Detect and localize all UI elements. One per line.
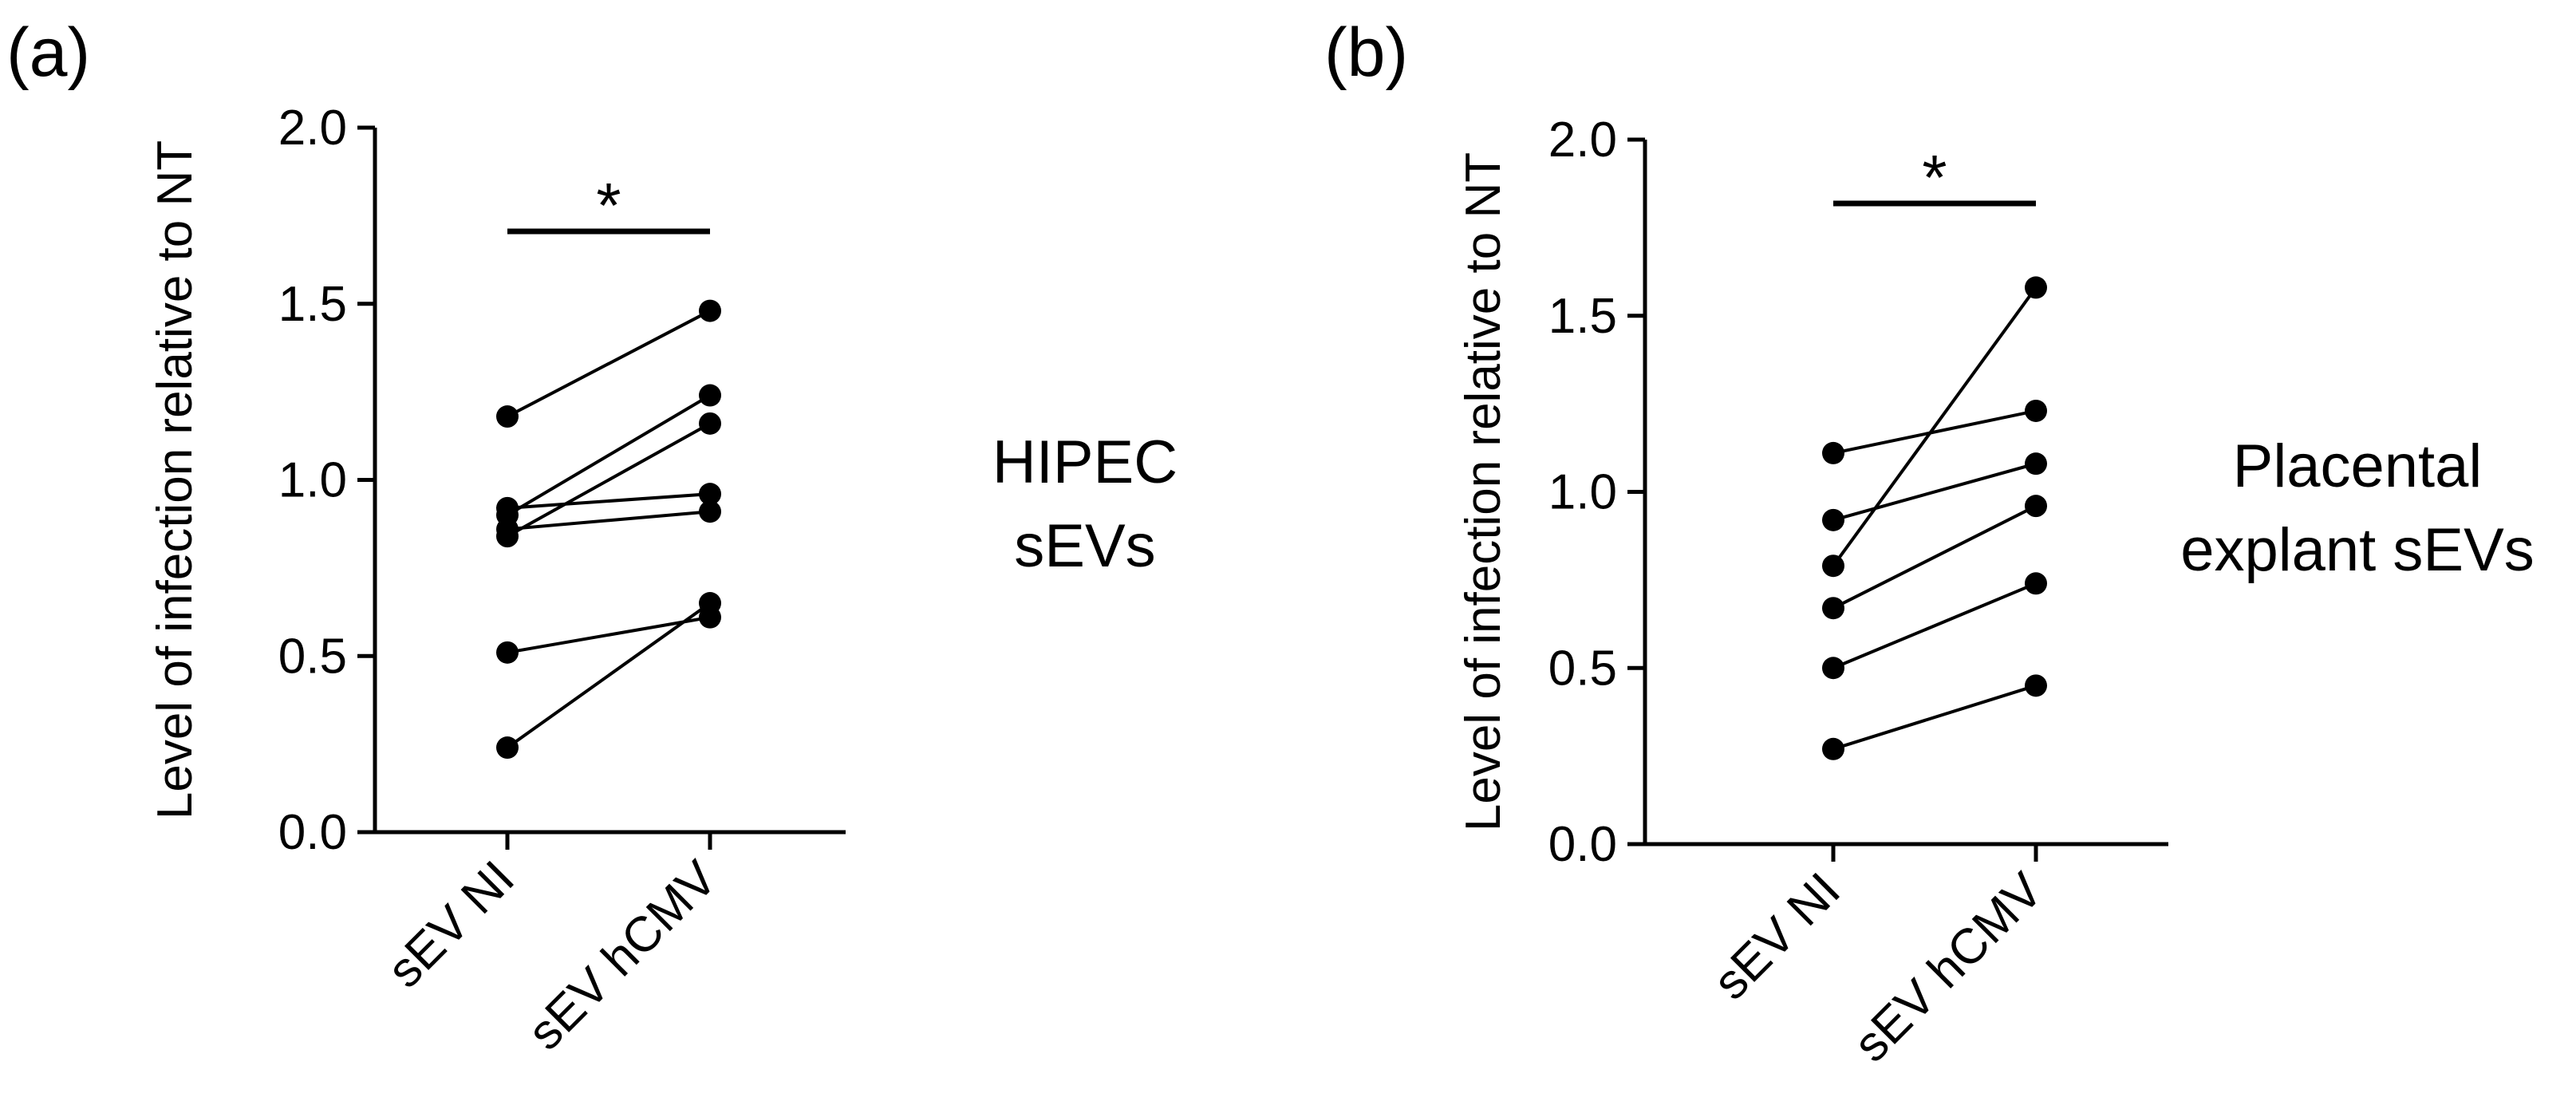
y-tick-label: 1.5 bbox=[278, 277, 347, 332]
x-tick-label: sEV hCMV bbox=[1844, 862, 2054, 1073]
y-tick-label: 2.0 bbox=[278, 101, 347, 156]
pair-line bbox=[506, 393, 712, 517]
data-point-sev-hcmv bbox=[699, 592, 721, 615]
side-label-line-1: Placental bbox=[2233, 432, 2483, 500]
x-tick-label: sEV hCMV bbox=[518, 850, 728, 1061]
chart-panel-b: (b) 0.0 0.5 1.0 1.5 2.0 Level of infection rel… bbox=[1324, 14, 2535, 1072]
data-point-sev-hcmv bbox=[2025, 276, 2047, 299]
pair-line bbox=[1832, 408, 2037, 455]
y-tick-label: 0.0 bbox=[278, 805, 347, 860]
pair-line bbox=[1832, 504, 2037, 610]
data-point-sev-hcmv bbox=[2025, 495, 2047, 518]
pair-line bbox=[1832, 582, 2037, 670]
x-tick-label: sEV NI bbox=[377, 850, 525, 998]
chart-panel-a: (a) 0.0 0.5 1.0 1.5 2.0 Level of infection rel… bbox=[6, 14, 1178, 1060]
data-point-sev-hcmv bbox=[699, 412, 721, 435]
x-tick-label: sEV NI bbox=[1703, 862, 1851, 1010]
data-point-sev-ni bbox=[1822, 554, 1844, 578]
y-tick-label: 0.0 bbox=[1548, 817, 1617, 872]
data-point-sev-hcmv bbox=[2025, 452, 2047, 476]
data-point-sev-ni bbox=[496, 736, 519, 760]
data-point-sev-hcmv bbox=[699, 299, 721, 322]
side-label-line-2: explant sEVs bbox=[2180, 516, 2535, 584]
data-point-sev-ni bbox=[1822, 737, 1844, 760]
pair-line bbox=[1832, 462, 2037, 522]
pair-line bbox=[507, 492, 711, 510]
y-tick-label: 2.0 bbox=[1548, 112, 1617, 168]
data-point-sev-hcmv bbox=[2025, 674, 2047, 697]
side-label-line-2: sEVs bbox=[1014, 512, 1155, 580]
data-point-sev-ni bbox=[1822, 597, 1844, 620]
pair-line bbox=[1832, 684, 2037, 751]
y-axis-title: Level of infection relative to NT bbox=[148, 140, 203, 819]
significance-star: * bbox=[1922, 142, 1947, 213]
y-tick-label: 0.5 bbox=[1548, 641, 1617, 696]
pair-line bbox=[507, 309, 711, 418]
y-tick-label: 0.5 bbox=[278, 629, 347, 684]
y-axis-title: Level of infection relative to NT bbox=[1456, 152, 1511, 831]
pair-line bbox=[507, 422, 711, 538]
data-point-sev-hcmv bbox=[699, 483, 721, 506]
panel-label: (a) bbox=[6, 14, 90, 91]
panel-label: (b) bbox=[1324, 14, 1408, 91]
pair-line bbox=[507, 615, 711, 654]
significance-star: * bbox=[596, 170, 621, 241]
data-point-sev-ni bbox=[1822, 508, 1844, 531]
y-tick-label: 1.0 bbox=[1548, 465, 1617, 520]
data-point-sev-hcmv bbox=[2025, 572, 2047, 595]
data-point-sev-ni bbox=[1822, 657, 1844, 680]
y-tick-label: 1.5 bbox=[1548, 289, 1617, 344]
side-label-line-1: HIPEC bbox=[992, 428, 1178, 496]
data-point-sev-ni bbox=[496, 525, 519, 548]
data-point-sev-hcmv bbox=[699, 500, 721, 523]
pair-line bbox=[506, 602, 712, 749]
data-point-sev-ni bbox=[496, 641, 519, 664]
data-point-sev-ni bbox=[496, 405, 519, 428]
data-point-sev-hcmv bbox=[699, 384, 721, 407]
data-point-sev-ni bbox=[1822, 441, 1844, 464]
data-point-sev-hcmv bbox=[2025, 399, 2047, 422]
y-tick-label: 1.0 bbox=[278, 453, 347, 508]
pair-line bbox=[1832, 286, 2038, 567]
pair-line bbox=[507, 510, 711, 531]
